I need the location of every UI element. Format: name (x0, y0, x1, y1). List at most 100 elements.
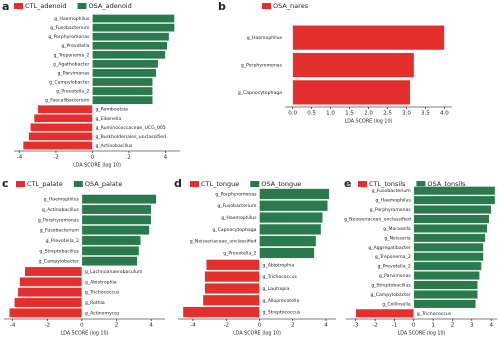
bar (92, 50, 166, 60)
category-label: g_Alloprevotella (262, 298, 299, 304)
bar (28, 132, 93, 141)
legend-swatch (14, 3, 23, 9)
bar (413, 280, 478, 290)
bar (81, 245, 140, 256)
legend-label: OSA_palate (85, 180, 123, 188)
bar (92, 14, 175, 23)
category-label: g_Prevotella_2 (377, 264, 410, 270)
category-label: g_Lachnoanaerobaculum (85, 269, 143, 275)
category-label: g_Haemophilus (247, 35, 283, 41)
legend-label: CTL_palate (27, 180, 63, 188)
x-tick-label: 3.5 (421, 111, 430, 117)
category-label: g_Fusobacterium (217, 203, 257, 209)
legend-swatch (262, 3, 271, 9)
legend-label: CTL_tongue (201, 180, 239, 188)
x-tick-label: 4.0 (440, 111, 449, 117)
legend-swatch (73, 181, 83, 187)
bar (292, 52, 415, 78)
x-tick-label: 3 (470, 323, 474, 329)
bar (81, 204, 152, 215)
x-axis-label: LDA SCORE (log 10) (398, 331, 446, 337)
x-tick-label: 2.0 (364, 111, 373, 117)
panel-label: d (174, 177, 182, 190)
bar (92, 23, 175, 32)
category-label: g_Haemophilus (221, 215, 257, 221)
bar (8, 307, 83, 318)
x-tick-label: 0 (412, 323, 416, 329)
bar (24, 266, 83, 277)
legend-label: CTL_adenoid (25, 2, 67, 10)
bar (204, 271, 260, 283)
x-tick-label: 4 (489, 323, 493, 329)
x-tick-label: -1 (392, 323, 397, 329)
category-label: g_Ruminococcaceae_UCG_005 (95, 125, 165, 131)
category-label: g_Trichococcus (417, 311, 452, 317)
bar (81, 194, 157, 205)
bar (259, 235, 317, 247)
category-label: g_Neisseriaceae_unclassified (344, 217, 411, 223)
bar (413, 195, 496, 205)
bar (81, 235, 141, 246)
bar (81, 256, 138, 267)
x-tick-label: 2 (451, 323, 455, 329)
category-label: g_Parvimonas (379, 273, 411, 279)
bar (202, 294, 260, 306)
x-tick-label: 2 (127, 155, 131, 161)
x-tick-label: -4 (17, 155, 23, 161)
category-label: g_Treponema_2 (375, 254, 411, 260)
bar (81, 225, 150, 236)
bar (92, 41, 168, 51)
legend-swatch (16, 181, 25, 187)
legend-label: OSA_nares (273, 2, 309, 10)
legend-label: OSA_tongue (261, 180, 301, 188)
legend-swatch (250, 181, 260, 187)
x-tick-label: -4 (10, 323, 16, 329)
category-label: g_Neisseriaceae_unclassified (190, 239, 257, 245)
x-tick-label: -4 (190, 323, 196, 329)
legend-swatch (358, 181, 367, 187)
panel-label: b (218, 0, 226, 13)
x-tick-label: 1.5 (345, 111, 354, 117)
category-label: g_Campylobacter (371, 292, 411, 298)
category-label: g_Capnocytophaga (212, 227, 256, 233)
bar (92, 59, 159, 69)
panel-label: c (2, 177, 9, 190)
category-label: g_Porphyromonas (38, 217, 80, 223)
bar (92, 95, 153, 105)
category-label: g_Lautropia (262, 286, 289, 292)
legend-label: OSA_tonsils (427, 180, 466, 188)
bar (413, 271, 480, 281)
x-tick-label: 0.0 (288, 111, 297, 117)
x-tick-label: 1 (431, 323, 435, 329)
bar (259, 188, 330, 200)
category-label: g_Agathobacter (53, 61, 89, 67)
x-axis-label: LDA SCORE (log 10) (345, 119, 393, 125)
bar (259, 212, 323, 224)
x-tick-label: -2 (45, 323, 50, 329)
bar (259, 200, 328, 212)
bar (17, 287, 83, 298)
category-label: g_Neisseria (384, 235, 411, 241)
bar (206, 259, 260, 271)
bar (22, 141, 93, 150)
category-label: g_Eikenella (95, 116, 121, 122)
category-label: g_Trichococcus (85, 290, 120, 296)
category-label: g_Actinomyces (85, 310, 120, 316)
category-label: g_Rothia (85, 300, 105, 306)
x-axis-label: LDA SCORE (log 10) (61, 331, 109, 337)
category-label: g_Abiotrophia (85, 279, 117, 285)
bar (259, 223, 322, 235)
x-axis-label: LDA SCORE (log 10) (233, 331, 281, 337)
category-label: g_Campylobacter (49, 80, 89, 86)
bar (413, 205, 492, 215)
category-label: g_Collinsella (382, 301, 411, 307)
category-label: g_Prevotella (61, 43, 89, 49)
bar (30, 123, 93, 132)
panel-label: e (344, 177, 351, 190)
bar (413, 233, 486, 243)
category-label: g_Capnocytophaga (238, 90, 282, 96)
bar (413, 223, 488, 233)
bar (292, 79, 411, 105)
bar (33, 113, 93, 123)
